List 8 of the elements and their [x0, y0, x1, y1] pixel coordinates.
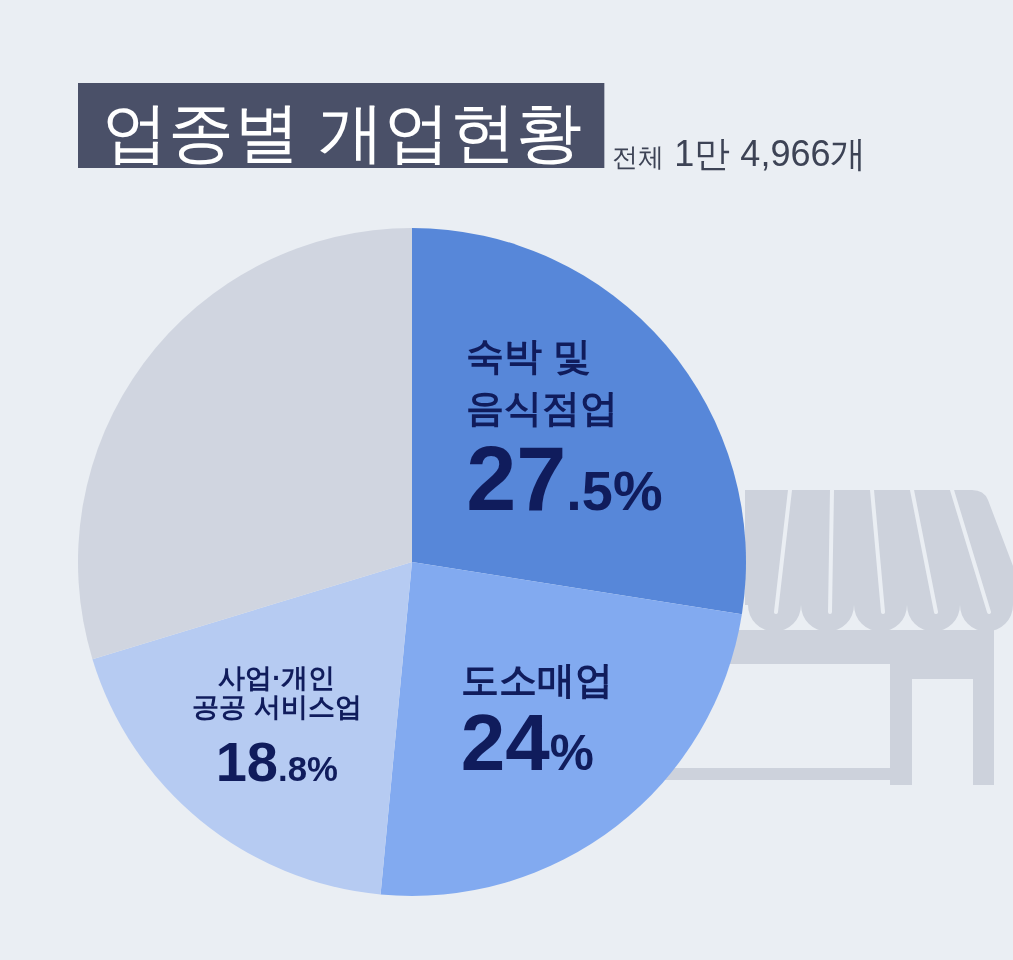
slice-label: 도소매업 [460, 658, 613, 701]
data-label: 27.5% [466, 428, 663, 529]
data-label: 24% [460, 698, 594, 788]
slice-label: 숙박 및 음식점업 [466, 334, 619, 429]
slice-label: 사업·개인 공공 서비스업 [192, 662, 362, 723]
chart-title: 업종별 개업현황 [102, 95, 583, 169]
subtitle: 전체 1만 4,966개 [612, 133, 867, 174]
data-label: 18.8% [215, 729, 338, 793]
